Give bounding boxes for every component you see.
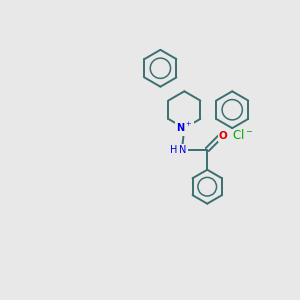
Text: O: O	[219, 130, 227, 141]
Text: Cl$^-$: Cl$^-$	[232, 128, 253, 142]
Text: N: N	[179, 145, 187, 154]
Text: N$^+$: N$^+$	[176, 121, 193, 134]
Text: H: H	[170, 145, 177, 154]
